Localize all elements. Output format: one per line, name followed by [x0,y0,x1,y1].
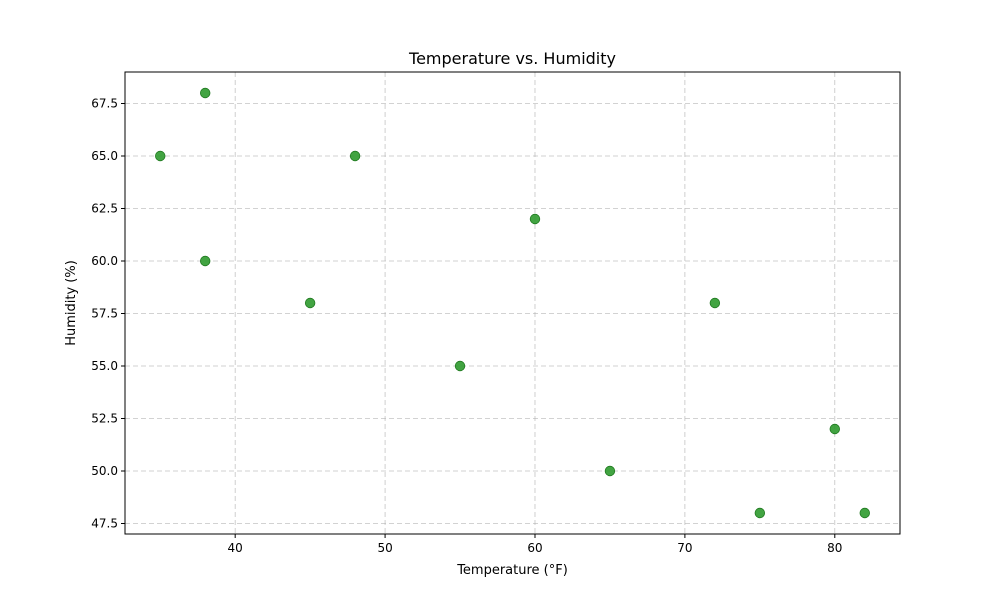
data-point [604,465,616,477]
axis-ticks: 40 50 60 70 80 47.5 50.0 52.5 55.0 57.5 60.0 62.5 65… [91,97,842,556]
x-tick-label: 50 [377,541,392,555]
chart-title: Temperature vs. Humidity [408,49,616,68]
y-tick-label: 50.0 [91,464,118,478]
data-point [529,213,541,225]
data-point [155,150,166,162]
x-tick-label: 40 [228,541,243,555]
y-tick-label: 57.5 [91,307,118,321]
data-points [155,87,870,519]
y-axis-label: Humidity (%) [64,260,79,346]
data-point [349,150,361,162]
data-point [829,423,840,435]
y-tick-label: 52.5 [91,412,118,426]
y-tick-label: 60.0 [91,254,118,268]
data-point [304,297,316,309]
data-point [754,507,766,519]
y-tick-label: 62.5 [91,202,118,216]
plot-frame [124,71,901,535]
data-point [454,360,466,372]
data-point [709,297,721,309]
x-tick-label: 70 [677,541,692,555]
x-tick-label: 80 [827,541,842,555]
y-tick-label: 65.0 [91,149,118,163]
grid-lines [125,72,900,534]
x-axis-label: Temperature (°F) [456,563,568,578]
data-point [199,87,211,99]
data-point [199,255,211,267]
y-tick-label: 47.5 [91,517,118,531]
x-tick-label: 60 [527,541,542,555]
data-point [859,507,870,519]
y-tick-label: 67.5 [91,97,118,111]
y-tick-label: 55.0 [91,359,118,373]
